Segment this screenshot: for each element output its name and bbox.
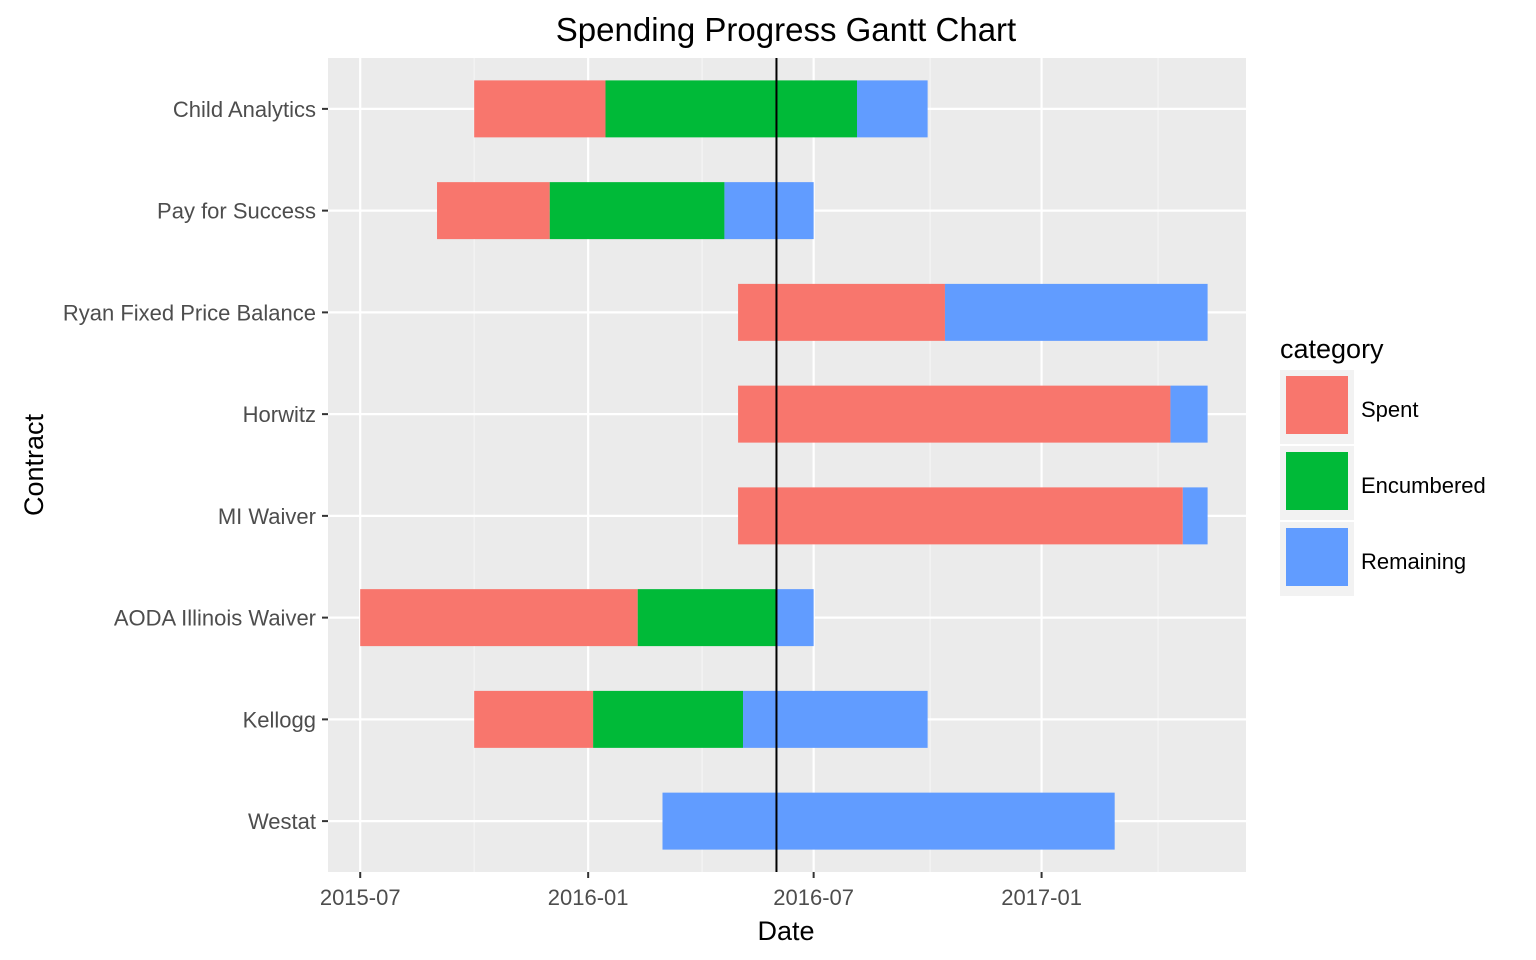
y-axis-title: Contract [19, 413, 49, 516]
bar-spent-child-analytics [474, 80, 606, 138]
bar-encumbered-kellogg [593, 690, 744, 748]
bar-encumbered-child-analytics [605, 80, 857, 138]
y-tick-label-mi-waiver: MI Waiver [218, 504, 316, 529]
legend-swatch-remaining [1286, 528, 1348, 586]
legend-keys: Spent Encumbered Remaining [1280, 370, 1486, 596]
bar-spent-mi-waiver [738, 487, 1183, 545]
y-tick-label-pay-for-success: Pay for Success [157, 199, 316, 224]
y-tick-label-aoda-illinois-waiver: AODA Illinois Waiver [114, 606, 316, 631]
bar-remaining-ryan-fixed-price-balance [944, 283, 1208, 341]
y-tick-label-horwitz: Horwitz [243, 402, 316, 427]
bar-encumbered-pay-for-success [549, 182, 725, 240]
bar-remaining-mi-waiver [1182, 487, 1208, 545]
bar-remaining-westat [662, 792, 1115, 850]
chart-title: Spending Progress Gantt Chart [556, 11, 1016, 48]
bar-encumbered-aoda-illinois-waiver [637, 589, 777, 647]
legend-label-remaining: Remaining [1361, 549, 1466, 574]
legend-swatch-encumbered [1286, 452, 1348, 510]
y-tick-label-ryan-fixed-price-balance: Ryan Fixed Price Balance [63, 300, 316, 325]
x-tick-label-2016-01: 2016-01 [548, 885, 629, 910]
bar-spent-horwitz [738, 385, 1171, 443]
bar-remaining-kellogg [743, 690, 928, 748]
plot-panel [328, 58, 1246, 872]
y-tick-label-child-analytics: Child Analytics [173, 97, 316, 122]
legend-label-spent: Spent [1361, 397, 1419, 422]
bar-remaining-pay-for-success [724, 182, 814, 240]
bar-spent-pay-for-success [437, 182, 550, 240]
y-tick-label-westat: Westat [248, 809, 316, 834]
x-axis: 2015-07 2016-01 2016-07 2017-01 [320, 872, 1082, 910]
x-tick-label-2016-07: 2016-07 [773, 885, 854, 910]
bar-remaining-child-analytics [856, 80, 928, 138]
legend: category Spent Encumbered Remaining [1280, 334, 1486, 596]
x-axis-title: Date [757, 916, 814, 946]
bar-remaining-horwitz [1170, 385, 1208, 443]
legend-swatch-spent [1286, 376, 1348, 434]
bar-spent-kellogg [474, 690, 594, 748]
y-axis: Child Analytics Pay for Success Ryan Fixed… [63, 97, 328, 834]
bar-spent-aoda-illinois-waiver [360, 589, 638, 647]
legend-label-encumbered: Encumbered [1361, 473, 1486, 498]
bar-spent-ryan-fixed-price-balance [738, 283, 945, 341]
x-tick-label-2015-07: 2015-07 [320, 885, 401, 910]
legend-title: category [1280, 334, 1384, 364]
x-tick-label-2017-01: 2017-01 [1001, 885, 1082, 910]
bar-remaining-aoda-illinois-waiver [776, 589, 814, 647]
y-tick-label-kellogg: Kellogg [243, 707, 316, 732]
bars [360, 80, 1208, 850]
